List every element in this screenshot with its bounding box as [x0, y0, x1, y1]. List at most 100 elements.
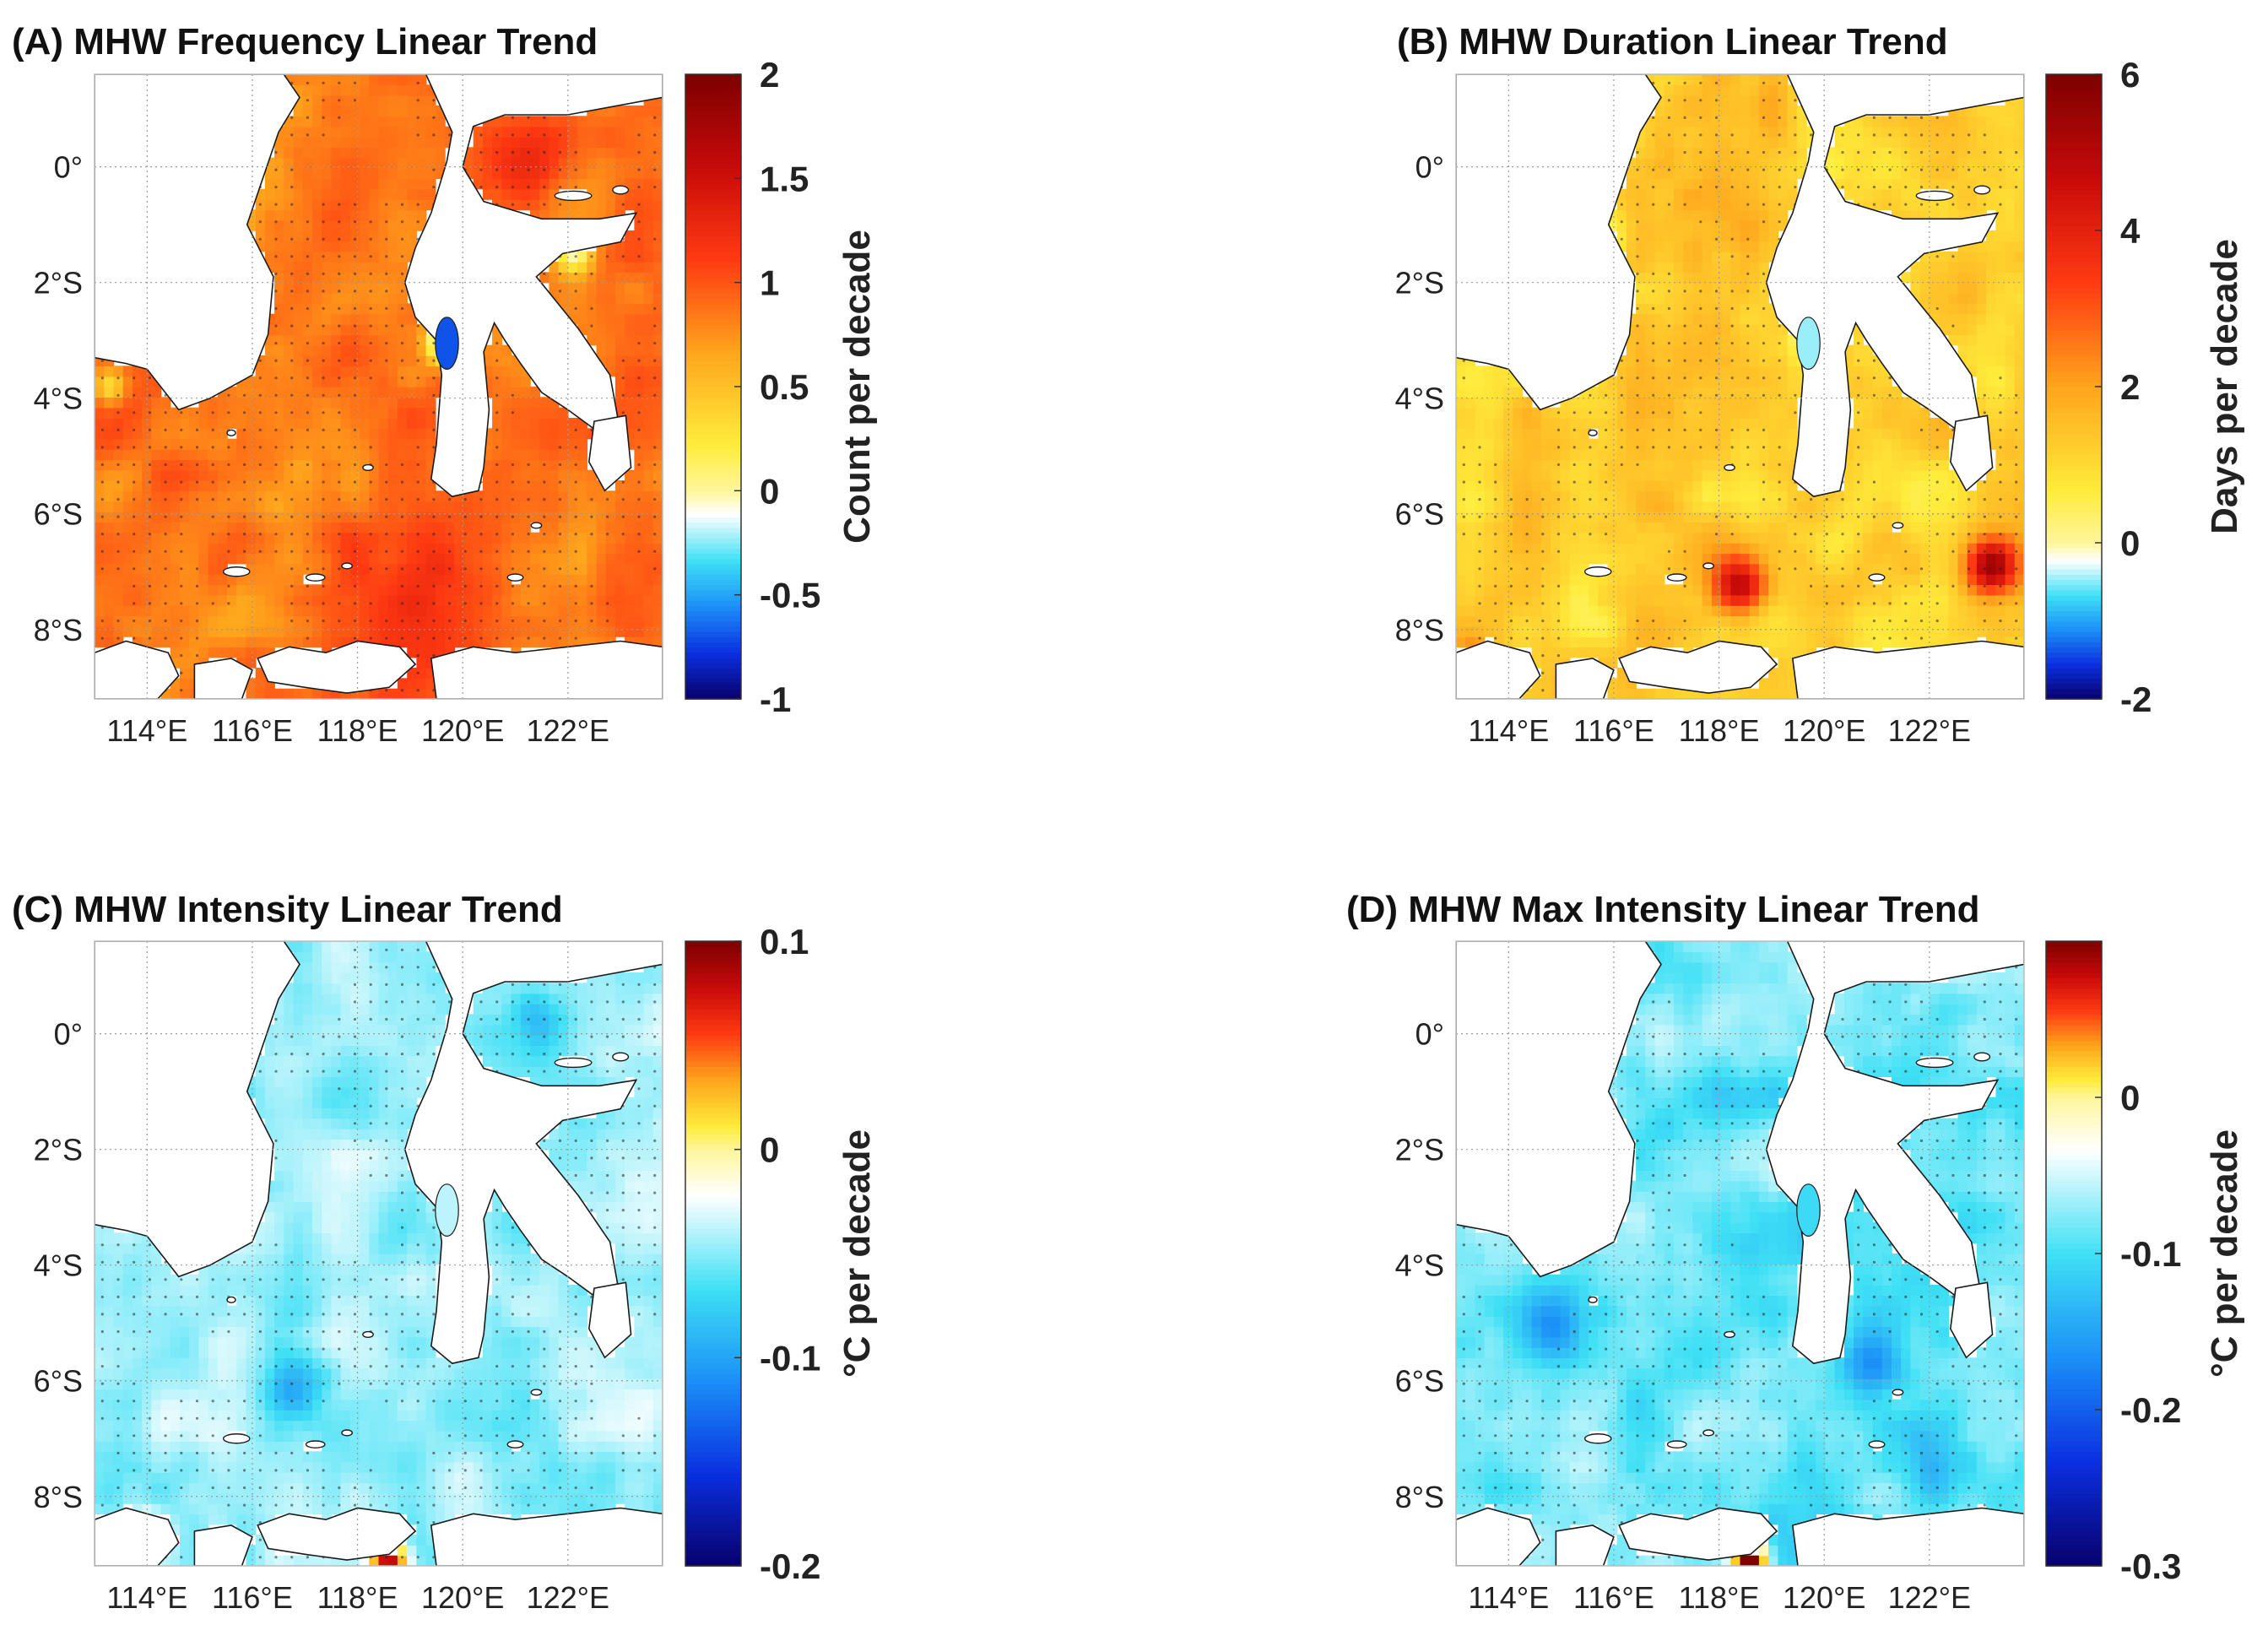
heat-cell — [445, 543, 455, 555]
heat-cell — [1758, 387, 1769, 398]
heat-cell — [625, 543, 636, 555]
heat-cell — [1493, 366, 1504, 377]
heat-cell — [293, 397, 304, 409]
stipple-dot — [621, 533, 625, 536]
heat-cell — [1503, 615, 1514, 627]
heat-cell — [312, 501, 322, 512]
heat-cell — [1702, 313, 1713, 325]
heat-cell — [1541, 74, 1551, 75]
heat-cell — [1692, 501, 1703, 512]
heat-cell — [1702, 74, 1713, 86]
heat-cell — [463, 157, 474, 169]
heat-cell — [1654, 605, 1665, 617]
heat-cell — [1863, 625, 1874, 637]
heat-cell — [1740, 313, 1751, 325]
heat-cell — [558, 147, 569, 159]
stipple-dot — [274, 290, 278, 293]
stipple-dot — [637, 237, 641, 241]
stipple-dot — [590, 515, 593, 518]
heat-cell — [340, 574, 351, 586]
heat-cell — [264, 428, 275, 440]
stipple-dot — [353, 602, 357, 605]
heat-cell — [397, 376, 408, 387]
heat-cell — [1740, 84, 1751, 96]
heat-cell — [558, 199, 569, 211]
heat-cell — [549, 605, 560, 617]
heat-cell — [1465, 543, 1476, 555]
heat-cell — [1456, 459, 1466, 471]
heat-cell — [1664, 522, 1675, 533]
heat-cell — [539, 74, 550, 75]
heat-cell — [634, 116, 645, 127]
heat-cell — [652, 366, 663, 377]
heat-cell — [1569, 605, 1580, 617]
heat-cell — [1551, 615, 1562, 627]
stipple-dot — [148, 446, 151, 449]
heat-cell — [1560, 605, 1571, 617]
heat-cell — [1683, 469, 1694, 481]
heat-cell — [1711, 605, 1722, 617]
heat-cell — [1513, 625, 1524, 637]
heat-cell — [1493, 615, 1504, 627]
heat-cell — [1674, 324, 1684, 336]
stipple-dot — [400, 567, 404, 571]
heat-cell — [340, 116, 351, 127]
heat-cell — [1607, 407, 1618, 419]
heat-cell — [1654, 387, 1665, 398]
heat-cell — [180, 459, 190, 471]
heat-cell — [625, 199, 636, 211]
heat-cell — [1560, 636, 1571, 648]
heat-cell — [1683, 376, 1694, 387]
heat-cell — [1664, 168, 1675, 180]
heat-cell — [1778, 74, 1789, 75]
stipple-dot — [495, 480, 499, 484]
stipple-dot — [385, 203, 388, 206]
heat-cell — [1645, 490, 1656, 502]
heat-cell — [322, 449, 333, 461]
heat-cell — [198, 490, 209, 502]
heat-cell — [1730, 376, 1741, 387]
heat-cell — [1645, 366, 1656, 377]
heat-cell — [132, 625, 143, 637]
stipple-dot — [511, 533, 515, 536]
heat-cell — [1843, 490, 1854, 502]
heat-cell — [407, 355, 418, 367]
heat-cell — [1531, 522, 1542, 533]
heat-cell — [1692, 469, 1703, 481]
heat-cell — [634, 313, 645, 325]
heat-cell — [1787, 376, 1798, 387]
heat-cell — [1493, 563, 1504, 575]
heat-cell — [113, 438, 124, 450]
heat-cell — [1664, 313, 1675, 325]
heat-cell — [1654, 251, 1665, 263]
heat-cell — [1749, 116, 1760, 127]
heat-cell — [634, 605, 645, 617]
heat-cell — [1541, 532, 1551, 544]
heat-cell — [1816, 605, 1827, 617]
heat-cell — [1683, 522, 1694, 533]
heat-cell — [549, 116, 560, 127]
heat-cell — [349, 449, 360, 461]
heat-cell — [1513, 74, 1524, 75]
heat-cell — [614, 293, 625, 305]
heat-cell — [1768, 647, 1779, 658]
stipple-dot — [322, 446, 325, 449]
heat-cell — [1560, 594, 1571, 606]
heat-cell — [596, 147, 607, 159]
heat-cell — [625, 397, 636, 409]
heat-cell — [596, 126, 607, 138]
y-tick-label: 0° — [54, 150, 83, 185]
heat-cell — [1702, 532, 1713, 544]
heat-cell — [360, 95, 371, 106]
heat-cell — [1768, 344, 1779, 356]
heat-cell — [1721, 387, 1732, 398]
heat-cell — [1626, 636, 1637, 648]
heat-cell — [1531, 449, 1542, 461]
heat-cell — [1758, 251, 1769, 263]
stipple-dot — [400, 376, 404, 380]
heat-cell — [104, 397, 115, 409]
heat-cell — [407, 543, 418, 555]
heat-cell — [1721, 157, 1732, 169]
heat-cell — [511, 501, 522, 512]
heat-cell — [625, 251, 636, 263]
